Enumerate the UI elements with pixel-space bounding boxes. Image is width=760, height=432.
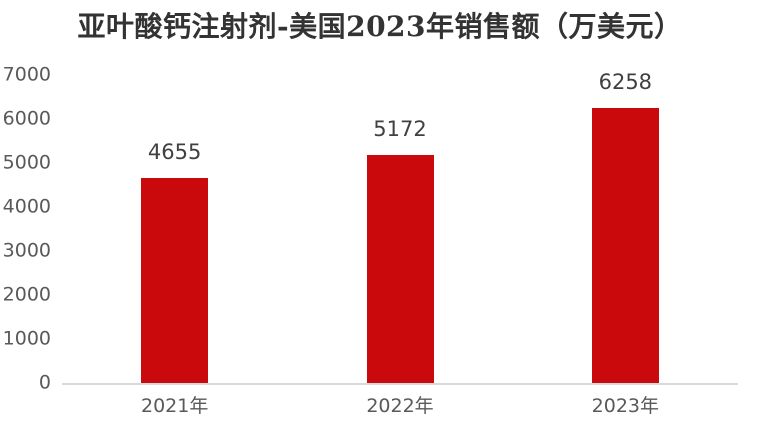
bar-value-label-2022年: 5172 [373,117,427,142]
bar-value-label-2021年: 4655 [147,140,202,165]
chart-title: 亚叶酸钙注射剂-美国2023年销售额（万美元） [77,10,683,43]
y-tick-label-5000: 5000 [2,151,51,174]
bar-value-label-2023年: 6258 [598,69,653,94]
bar-2023年 [591,107,659,383]
y-tick-label-1000: 1000 [2,327,51,350]
x-axis-line [62,383,738,385]
x-tick-label-2021年: 2021年 [140,395,209,417]
x-tick-label-2023年: 2023年 [591,395,660,417]
plot-area: 0 1000 2000 3000 4000 5000 6000 7000 4655 2021年 5… [3,65,738,416]
y-tick-label-6000: 6000 [2,107,51,130]
y-tick-label-3000: 3000 [2,239,51,262]
bar-2021年 [141,178,209,383]
y-tick-label-0: 0 [38,371,51,394]
x-tick-label-2022年: 2022年 [366,395,434,417]
y-tick-label-7000: 7000 [2,63,51,86]
y-tick-label-2000: 2000 [2,283,51,306]
bar-2022年 [366,155,434,383]
y-tick-label-4000: 4000 [2,195,51,218]
